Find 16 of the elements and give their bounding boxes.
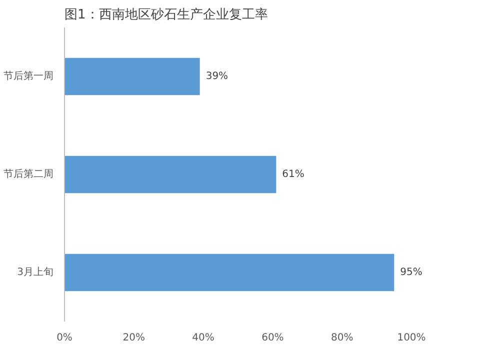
x-tick-label: 100%	[397, 332, 426, 344]
y-tick-label: 3月上旬	[17, 266, 54, 278]
data-label: 39%	[206, 71, 228, 82]
chart-title: 图1：西南地区砂石生产企业复工率	[64, 6, 268, 22]
bar	[64, 58, 200, 96]
bar	[64, 254, 394, 292]
x-tick-label: 80%	[330, 332, 354, 344]
x-tick-label: 0%	[56, 332, 72, 344]
bar	[64, 156, 276, 194]
y-tick-label: 节后第一周	[4, 70, 54, 82]
x-tick-label: 60%	[262, 332, 284, 344]
x-tick-label: 40%	[192, 332, 214, 344]
x-tick-label: 20%	[122, 332, 146, 344]
data-label: 61%	[282, 169, 304, 180]
y-tick-label: 节后第二周	[4, 168, 54, 180]
data-label: 95%	[400, 267, 422, 278]
